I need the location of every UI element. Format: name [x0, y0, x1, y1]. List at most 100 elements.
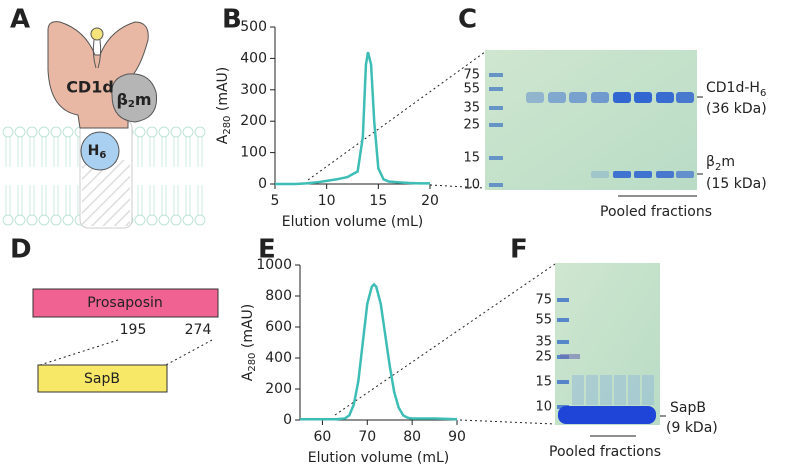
his-sub: 6: [99, 150, 106, 161]
lipid-head: [158, 214, 170, 226]
b2m-main: β: [116, 90, 127, 109]
x-tick-label: 10: [318, 193, 336, 209]
band: [634, 92, 652, 103]
sapb-label: SapB: [84, 371, 120, 387]
ladder-band: [489, 106, 503, 110]
band: [676, 92, 694, 103]
prosaposin-label: Prosaposin: [87, 295, 163, 311]
x-tick-label: 90: [448, 429, 466, 445]
prosaposin-bar: [32, 288, 219, 318]
lipid-tail: [197, 137, 203, 167]
pooled-label: Pooled fractions: [549, 444, 661, 460]
elution-curve: [300, 282, 458, 421]
lipid-tail: [17, 137, 23, 167]
ladder-band: [557, 298, 569, 302]
ladder-label: 25: [535, 350, 552, 365]
lipid-head: [62, 214, 74, 226]
y-tick-label: 200: [240, 113, 267, 129]
y-label-main: A: [215, 134, 231, 144]
lipid-tail: [65, 185, 71, 215]
ladder-label: 15: [535, 375, 552, 390]
ladder-label: 75: [535, 293, 552, 308]
lipid-tail: [173, 185, 179, 215]
band: [548, 92, 566, 103]
band: [591, 92, 609, 103]
lipid-tail: [92, 39, 102, 69]
ladder-label: 75: [463, 68, 480, 83]
y-axis-label: A280 (mAU): [240, 304, 258, 382]
band-main: CD1d-H: [706, 80, 760, 96]
ladder-label: 55: [535, 313, 552, 328]
lipid-head: [26, 214, 38, 226]
ladder-band: [557, 380, 569, 384]
y-tick-label: 400: [265, 350, 292, 366]
band-size: (15 kDa): [706, 176, 767, 192]
lipid-head: [170, 214, 182, 226]
gel-bands: [557, 298, 656, 424]
ladder-band: [489, 73, 503, 77]
his-label: H6: [88, 143, 107, 161]
lipid-tail: [173, 137, 179, 167]
sapb-bar: [37, 364, 168, 393]
lipid-tail: [149, 185, 155, 215]
lipid-head: [38, 126, 50, 138]
lipid-head: [62, 126, 74, 138]
x-tick-label: 20: [421, 193, 439, 209]
y-tick-label: 0: [283, 412, 292, 428]
lipid-tail: [65, 137, 71, 167]
y-tick-label: 400: [240, 50, 267, 66]
lipid-tail: [149, 137, 155, 167]
b2m-sub: 2: [128, 99, 135, 110]
y-tick-label: 600: [265, 319, 292, 335]
y-label-sub: 280: [222, 116, 233, 135]
band: [613, 92, 631, 103]
gel: [485, 50, 697, 190]
lipid-tail: [5, 185, 11, 215]
lipid-tail: [137, 185, 143, 215]
band-rest: m: [721, 154, 735, 170]
lipid-tail: [17, 185, 23, 215]
y-tick-label: 200: [265, 381, 292, 397]
lipid-head: [194, 126, 206, 138]
end-residue: 274: [185, 322, 212, 338]
band: [526, 92, 544, 103]
lipid-head: [158, 126, 170, 138]
panel-label: E: [258, 235, 276, 265]
band-label: β2m: [706, 154, 735, 173]
lipid-tail: [53, 185, 59, 215]
smear: [614, 375, 626, 405]
lipid-head: [14, 214, 26, 226]
b2m-label: β2m: [116, 90, 151, 111]
lipid-tail: [29, 185, 35, 215]
y-tick-label: 1000: [256, 257, 292, 273]
x-tick-label: 80: [403, 429, 421, 445]
y-label-rest: (mAU): [215, 67, 231, 116]
lipid-tail: [185, 185, 191, 215]
elution-curve: [275, 51, 430, 186]
band-sub: 2: [715, 162, 721, 173]
y-label-rest: (mAU): [240, 304, 256, 353]
lipid-head: [182, 126, 194, 138]
lipid-head: [14, 126, 26, 138]
ladder-band: [489, 183, 503, 187]
connector: [459, 419, 556, 425]
ladder-label: 35: [535, 335, 552, 350]
lipid-head: [2, 214, 14, 226]
y-label-sub: 280: [247, 353, 258, 372]
panel-label: D: [10, 235, 32, 265]
panel-label: A: [10, 5, 30, 35]
lipid-tail: [29, 137, 35, 167]
x-axis-label: Elution volume (mL): [308, 450, 450, 466]
start-residue: 195: [120, 322, 147, 338]
x-tick-label: 15: [369, 193, 387, 209]
band: [676, 171, 694, 178]
band: [569, 92, 587, 103]
lipid-head: [194, 214, 206, 226]
lipid-tail: [161, 185, 167, 215]
lipid-tail: [41, 137, 47, 167]
lipid-tail: [53, 137, 59, 167]
lipid-head: [170, 126, 182, 138]
lipid-head: [50, 126, 62, 138]
panel-label: C: [458, 5, 477, 35]
